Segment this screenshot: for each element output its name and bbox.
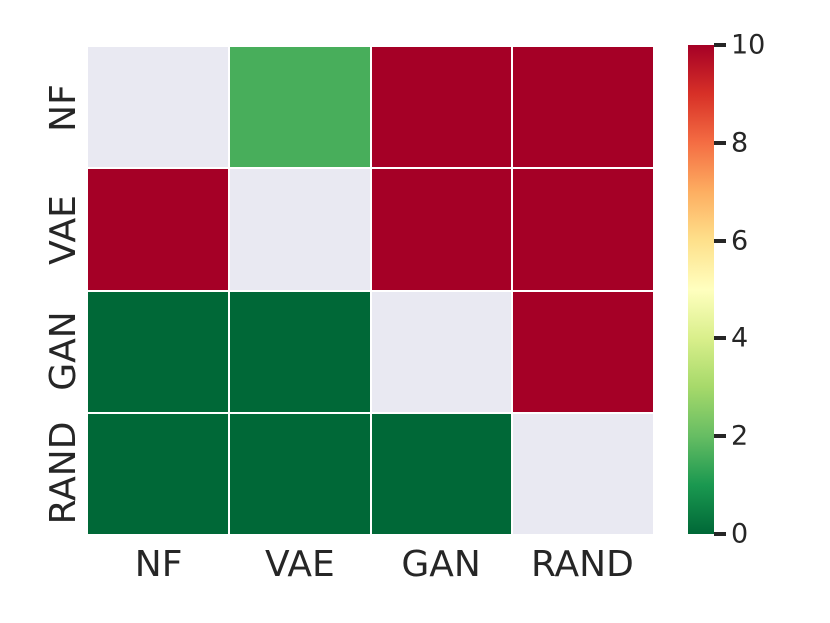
heatmap-cell bbox=[371, 47, 512, 168]
colorbar-tick-label: 8 bbox=[731, 127, 749, 159]
y-tick-label: GAN bbox=[43, 311, 84, 392]
heatmap-cell bbox=[88, 47, 228, 168]
heatmap-cell bbox=[513, 169, 653, 290]
heatmap-cell bbox=[371, 169, 512, 290]
x-tick-label: RAND bbox=[530, 544, 634, 585]
x-tick-label: NF bbox=[134, 544, 183, 585]
colorbar-gradient bbox=[688, 45, 714, 534]
heatmap-cell bbox=[229, 47, 370, 168]
heatmap-cell bbox=[371, 413, 512, 534]
colorbar-tick-label: 6 bbox=[731, 225, 749, 257]
colorbar-tick-label: 0 bbox=[731, 518, 749, 550]
heatmap-cell bbox=[229, 291, 370, 412]
y-tick-label: RAND bbox=[43, 421, 84, 525]
x-tick-label: VAE bbox=[265, 544, 335, 585]
colorbar-tick-label: 4 bbox=[731, 322, 749, 354]
x-tick-label: GAN bbox=[401, 544, 481, 585]
colorbar-tick-mark bbox=[714, 238, 726, 243]
heatmap-cell bbox=[371, 291, 512, 412]
colorbar-tick-mark bbox=[714, 434, 726, 439]
heatmap-cell bbox=[88, 169, 228, 290]
heatmap-cell bbox=[513, 47, 653, 168]
y-tick-label: VAE bbox=[43, 194, 84, 265]
y-tick-label: NF bbox=[43, 84, 84, 132]
heatmap-cell bbox=[513, 413, 653, 534]
colorbar-tick-mark bbox=[714, 532, 726, 536]
colorbar-tick-mark bbox=[714, 336, 726, 341]
heatmap-cell bbox=[513, 291, 653, 412]
heatmap-cell bbox=[229, 169, 370, 290]
colorbar-tick-mark bbox=[714, 140, 726, 145]
heatmap-cell bbox=[88, 413, 228, 534]
colorbar-tick-mark bbox=[714, 43, 726, 47]
heatmap-grid bbox=[88, 47, 653, 534]
colorbar-tick-label: 2 bbox=[731, 420, 749, 452]
heatmap-cell bbox=[229, 413, 370, 534]
heatmap-cell bbox=[88, 291, 228, 412]
colorbar-tick-label: 10 bbox=[731, 29, 766, 61]
